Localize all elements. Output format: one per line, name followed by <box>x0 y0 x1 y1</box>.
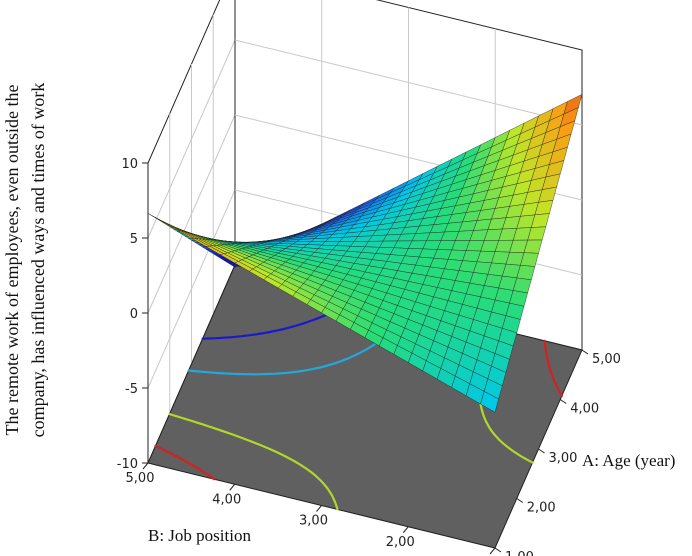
y-tick-label: 3,00 <box>299 514 328 529</box>
y-tick-mark <box>142 462 149 470</box>
wall-gridline-horizontal <box>147 39 236 239</box>
axis-ticks: -10-505101,002,003,004,005,001,002,003,0… <box>117 157 621 556</box>
wall-gridline-horizontal <box>147 114 236 314</box>
y-tick-mark <box>489 547 496 555</box>
z-tick-label: -10 <box>117 457 138 472</box>
y-axis-title: B: Job position <box>148 526 251 545</box>
x-tick-mark <box>494 547 502 553</box>
x-tick-label: 2,00 <box>527 501 556 516</box>
x-tick-label: 1,00 <box>505 550 534 556</box>
y-tick-mark <box>316 505 322 512</box>
y-tick-mark <box>402 526 409 534</box>
x-tick-mark <box>581 349 589 355</box>
z-tick-label: -5 <box>125 382 138 397</box>
y-tick-mark <box>229 483 236 491</box>
wall-gridline-horizontal <box>147 189 236 389</box>
z-axis-title-line-2: company, has influenced ways and times o… <box>28 83 48 438</box>
x-tick-mark <box>559 399 567 404</box>
z-tick-label: 10 <box>121 157 138 172</box>
x-tick-label: 3,00 <box>549 451 578 466</box>
x-axis-title: A: Age (year) <box>582 451 675 470</box>
x-tick-mark <box>516 498 524 503</box>
y-tick-label: 5,00 <box>126 471 155 486</box>
wall-gridline-horizontal <box>234 39 583 126</box>
contour-line-4 <box>154 339 563 481</box>
surface-cell <box>480 391 499 413</box>
z-tick-label: 0 <box>130 307 138 322</box>
response-surface <box>147 93 583 413</box>
z-axis-title-line-1: The remote work of employees, even outsi… <box>2 85 22 436</box>
y-tick-label: 4,00 <box>212 492 241 507</box>
y-tick-label: 2,00 <box>386 535 415 550</box>
x-tick-label: 4,00 <box>570 402 599 417</box>
z-tick-label: 5 <box>130 232 138 247</box>
x-tick-label: 5,00 <box>592 352 621 367</box>
x-tick-mark <box>538 448 545 454</box>
